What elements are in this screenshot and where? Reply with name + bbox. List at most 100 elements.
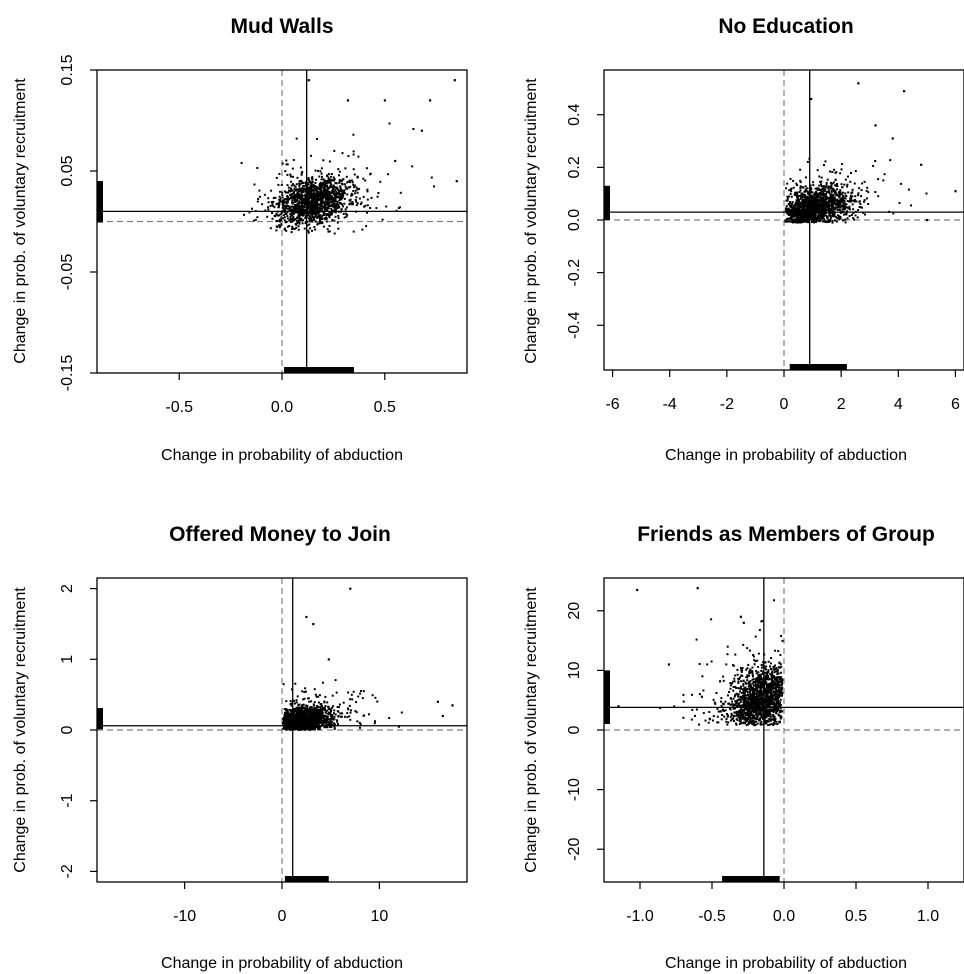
scatter-point bbox=[796, 203, 798, 206]
scatter-point bbox=[335, 208, 338, 211]
scatter-point bbox=[296, 706, 299, 709]
scatter-point bbox=[827, 219, 830, 222]
scatter-point bbox=[310, 186, 312, 189]
scatter-point bbox=[282, 204, 284, 207]
scatter-point bbox=[325, 217, 328, 220]
scatter-point bbox=[818, 188, 821, 191]
scatter-point bbox=[823, 164, 825, 166]
scatter-point bbox=[773, 717, 776, 720]
scatter-point bbox=[827, 200, 830, 203]
scatter-point bbox=[290, 719, 292, 722]
scatter-point bbox=[341, 712, 344, 715]
scatter-point bbox=[762, 714, 765, 717]
scatter-point bbox=[303, 728, 306, 731]
scatter-point bbox=[818, 200, 821, 202]
scatter-point bbox=[842, 207, 845, 210]
scatter-point bbox=[306, 727, 308, 730]
scatter-point bbox=[292, 716, 295, 719]
scatter-point bbox=[340, 715, 342, 718]
scatter-point bbox=[833, 196, 836, 199]
scatter-point bbox=[328, 216, 331, 219]
scatter-point bbox=[315, 707, 317, 710]
scatter-point bbox=[314, 185, 317, 187]
scatter-point bbox=[799, 201, 802, 204]
scatter-point bbox=[310, 716, 313, 719]
scatter-point bbox=[843, 202, 846, 205]
scatter-point bbox=[754, 708, 757, 711]
plot-clipped-group bbox=[97, 578, 467, 882]
scatter-point bbox=[294, 217, 297, 220]
scatter-point bbox=[374, 720, 376, 723]
scatter-point bbox=[364, 204, 367, 207]
scatter-point bbox=[320, 178, 323, 181]
scatter-point bbox=[314, 716, 317, 719]
scatter-point bbox=[838, 205, 841, 208]
scatter-point bbox=[278, 204, 280, 207]
panel-title: No Education bbox=[718, 15, 853, 38]
scatter-point bbox=[301, 222, 304, 225]
scatter-point bbox=[779, 654, 782, 656]
scatter-point bbox=[289, 703, 292, 706]
scatter-point bbox=[738, 709, 741, 712]
scatter-point bbox=[297, 190, 300, 193]
scatter-point bbox=[326, 174, 329, 177]
scatter-point bbox=[323, 716, 326, 719]
scatter-point bbox=[309, 200, 312, 203]
scatter-point bbox=[291, 193, 293, 196]
scatter-point bbox=[316, 726, 319, 728]
scatter-point bbox=[770, 686, 772, 689]
scatter-point bbox=[321, 182, 324, 185]
scatter-point bbox=[297, 704, 300, 707]
scatter-point bbox=[784, 220, 787, 223]
scatter-point bbox=[739, 713, 742, 716]
scatter-point bbox=[839, 191, 842, 194]
scatter-point bbox=[756, 695, 758, 698]
scatter-point bbox=[830, 216, 832, 219]
scatter-point bbox=[801, 202, 804, 205]
scatter-point bbox=[829, 215, 832, 217]
panel-title: Friends as Members of Group bbox=[637, 523, 935, 546]
scatter-point bbox=[810, 199, 813, 202]
scatter-point bbox=[371, 694, 374, 697]
scatter-point bbox=[376, 195, 379, 198]
scatter-point bbox=[824, 199, 827, 201]
scatter-point bbox=[291, 196, 294, 199]
plot-area: -6 -4 -2 0 2 4 6-0.4-0.20.00.20.4 bbox=[566, 69, 964, 413]
y-axis-label: Change in prob. of voluntary recruitment bbox=[12, 78, 29, 364]
scatter-point bbox=[302, 726, 305, 729]
scatter-point bbox=[834, 219, 836, 222]
scatter-point bbox=[817, 212, 820, 214]
scatter-point bbox=[316, 201, 319, 204]
scatter-point bbox=[328, 193, 331, 196]
scatter-point bbox=[285, 714, 288, 717]
scatter-point bbox=[799, 197, 802, 200]
scatter-point bbox=[256, 216, 259, 219]
scatter-point bbox=[320, 218, 323, 221]
scatter-point bbox=[321, 194, 323, 197]
scatter-point bbox=[816, 209, 819, 212]
scatter-point bbox=[855, 200, 858, 203]
scatter-point bbox=[322, 225, 325, 228]
scatter-point bbox=[277, 214, 279, 217]
scatter-point bbox=[294, 708, 297, 710]
scatter-point bbox=[321, 708, 323, 711]
scatter-point bbox=[323, 708, 326, 711]
scatter-point bbox=[368, 713, 370, 716]
scatter-point bbox=[725, 718, 728, 720]
scatter-point bbox=[339, 187, 342, 190]
scatter-point bbox=[282, 720, 285, 723]
scatter-point bbox=[844, 197, 847, 200]
scatter-point bbox=[767, 720, 770, 723]
scatter-point bbox=[314, 203, 317, 206]
scatter-point bbox=[296, 203, 299, 206]
scatter-point bbox=[819, 215, 822, 218]
scatter-point bbox=[337, 206, 340, 209]
scatter-point bbox=[332, 201, 335, 204]
scatter-point bbox=[261, 203, 264, 206]
scatter-point bbox=[278, 201, 281, 204]
scatter-point bbox=[296, 192, 299, 195]
scatter-point bbox=[835, 192, 838, 195]
scatter-point bbox=[334, 204, 336, 207]
scatter-point bbox=[362, 690, 365, 693]
